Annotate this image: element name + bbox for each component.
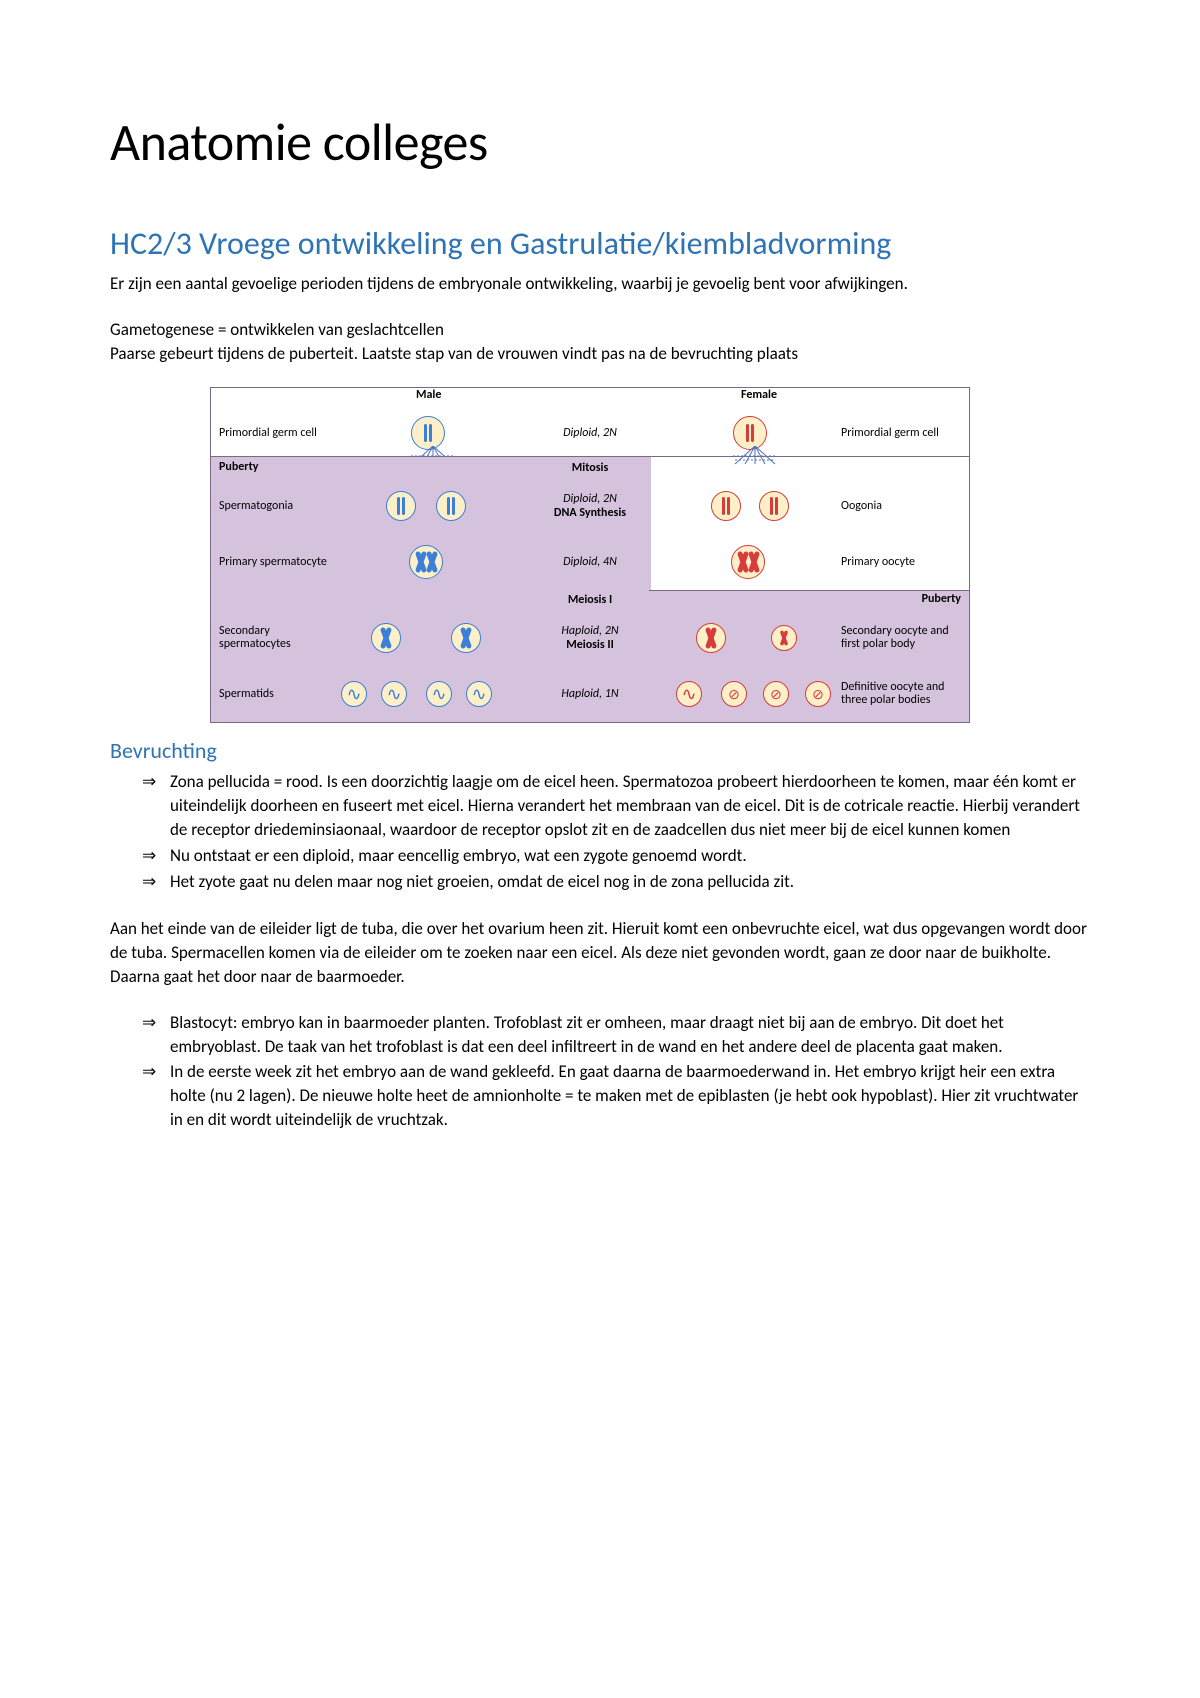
diagram-header-male: Male [416, 388, 441, 402]
diagram-header-female: Female [741, 388, 777, 402]
row1-center: Mitosis [572, 461, 608, 475]
row2-center: Diploid, 2N DNA Synthesis [554, 492, 626, 521]
list-item: Het zyote gaat nu delen maar nog niet gr… [170, 870, 1090, 894]
row4-center: Meiosis I [568, 593, 612, 607]
list-item: Nu ontstaat er een diploid, maar eencell… [170, 844, 1090, 868]
eileider-paragraph: Aan het einde van de eileider ligt de tu… [110, 917, 1090, 988]
bevruchting-list-1: Zona pellucida = rood. Is een doorzichti… [110, 770, 1090, 893]
gametogenese-line2: Paarse gebeurt tijdens de puberteit. Laa… [110, 343, 798, 364]
page-title: Anatomie colleges [110, 110, 1090, 174]
row2-left: Spermatogonia [219, 500, 334, 513]
row5-right-top: Puberty [922, 592, 961, 606]
list-item: In de eerste week zit het embryo aan de … [170, 1060, 1090, 1131]
row5-center: Haploid, 2N Meiosis II [561, 624, 618, 653]
row0-right: Primordial germ cell [841, 427, 961, 440]
row0-center: Diploid, 2N [563, 426, 617, 440]
row3-left: Primary spermatocyte [219, 556, 334, 569]
row6-center: Haploid, 1N [561, 687, 618, 701]
row6-left: Spermatids [219, 688, 334, 701]
list-item: Blastocyt: embryo kan in baarmoeder plan… [170, 1011, 1090, 1059]
bevruchting-list-2: Blastocyt: embryo kan in baarmoeder plan… [110, 1011, 1090, 1132]
gametogenesis-diagram: Male Female Primordial germ cell Diploid… [210, 387, 970, 723]
intro-paragraph: Er zijn een aantal gevoelige perioden ti… [110, 272, 1090, 296]
row0-left: Primordial germ cell [219, 427, 334, 440]
row1-left: Puberty [219, 461, 334, 474]
row3-center: Diploid, 4N [563, 555, 617, 569]
row3-right: Primary oocyte [841, 556, 961, 569]
gametogenese-paragraph: Gametogenese = ontwikkelen van geslachtc… [110, 318, 1090, 366]
row2-right: Oogonia [841, 500, 961, 513]
list-item: Zona pellucida = rood. Is een doorzichti… [170, 770, 1090, 841]
gametogenese-line1: Gametogenese = ontwikkelen van geslachtc… [110, 319, 444, 340]
section-heading-1: HC2/3 Vroege ontwikkeling en Gastrulatie… [110, 224, 1090, 264]
row5-right: Secondary oocyte and first polar body [841, 625, 961, 651]
section-heading-2: Bevruchting [110, 737, 1090, 764]
row5-left: Secondary spermatocytes [219, 625, 334, 651]
row6-right: Definitive oocyte and three polar bodies [841, 681, 961, 707]
